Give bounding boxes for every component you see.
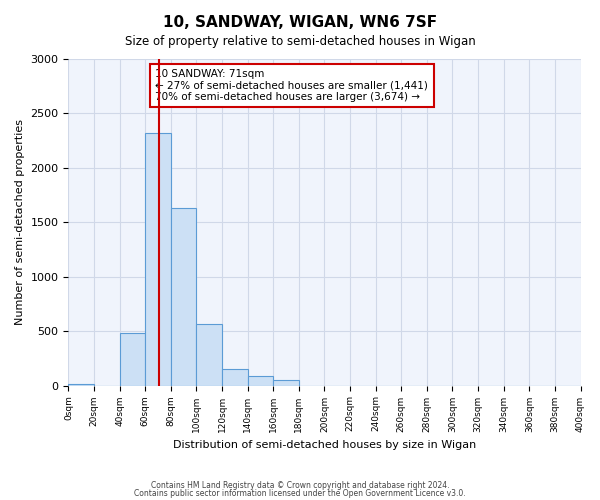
Bar xyxy=(68,384,94,386)
Text: Contains HM Land Registry data © Crown copyright and database right 2024.: Contains HM Land Registry data © Crown c… xyxy=(151,481,449,490)
Bar xyxy=(119,334,145,386)
Bar xyxy=(196,324,222,386)
Text: 10, SANDWAY, WIGAN, WN6 7SF: 10, SANDWAY, WIGAN, WN6 7SF xyxy=(163,15,437,30)
Bar xyxy=(248,376,273,386)
X-axis label: Distribution of semi-detached houses by size in Wigan: Distribution of semi-detached houses by … xyxy=(173,440,476,450)
Bar xyxy=(145,133,171,386)
Text: Contains public sector information licensed under the Open Government Licence v3: Contains public sector information licen… xyxy=(134,488,466,498)
Bar xyxy=(222,369,248,386)
Text: 10 SANDWAY: 71sqm
← 27% of semi-detached houses are smaller (1,441)
70% of semi-: 10 SANDWAY: 71sqm ← 27% of semi-detached… xyxy=(155,69,428,102)
Bar xyxy=(171,208,196,386)
Bar xyxy=(273,380,299,386)
Text: Size of property relative to semi-detached houses in Wigan: Size of property relative to semi-detach… xyxy=(125,35,475,48)
Y-axis label: Number of semi-detached properties: Number of semi-detached properties xyxy=(15,120,25,326)
